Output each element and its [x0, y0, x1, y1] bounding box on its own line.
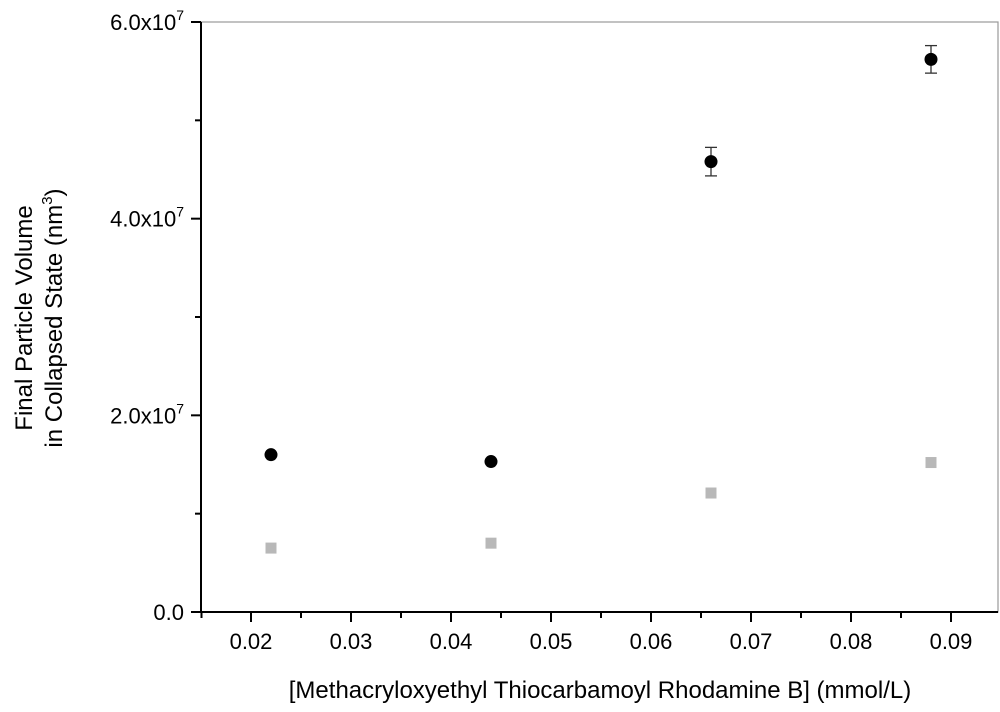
- x-tick-label: 0.05: [530, 629, 573, 654]
- x-tick-label: 0.04: [430, 629, 473, 654]
- data-point-circle: [924, 52, 938, 66]
- x-tick-label: 0.08: [830, 629, 873, 654]
- x-tick-label: 0.03: [330, 629, 373, 654]
- data-point-square: [705, 487, 717, 499]
- plot-frame: [200, 21, 999, 613]
- y-axis-label-line2: in Collapsed State (nm3): [39, 188, 68, 447]
- x-tick-label: 0.06: [630, 629, 673, 654]
- x-tick-label: 0.09: [930, 629, 973, 654]
- data-point-circle: [704, 155, 718, 169]
- data-point-square: [485, 537, 497, 549]
- y-tick-label: 6.0x107: [110, 7, 184, 35]
- data-point-circle: [484, 455, 498, 469]
- y-tick-label: 4.0x107: [110, 204, 184, 232]
- y-axis-label-line1: Final Particle Volume: [11, 205, 38, 430]
- data-point-square: [265, 542, 277, 554]
- y-tick-label: 0.0: [153, 600, 184, 625]
- y-tick-label: 2.0x107: [110, 400, 184, 428]
- data-point-circle: [264, 448, 278, 462]
- x-axis-label: [Methacryloxyethyl Thiocarbamoyl Rhodami…: [289, 677, 911, 704]
- data-point-square: [925, 457, 937, 469]
- x-tick-label: 0.02: [230, 629, 273, 654]
- x-tick-label: 0.07: [730, 629, 773, 654]
